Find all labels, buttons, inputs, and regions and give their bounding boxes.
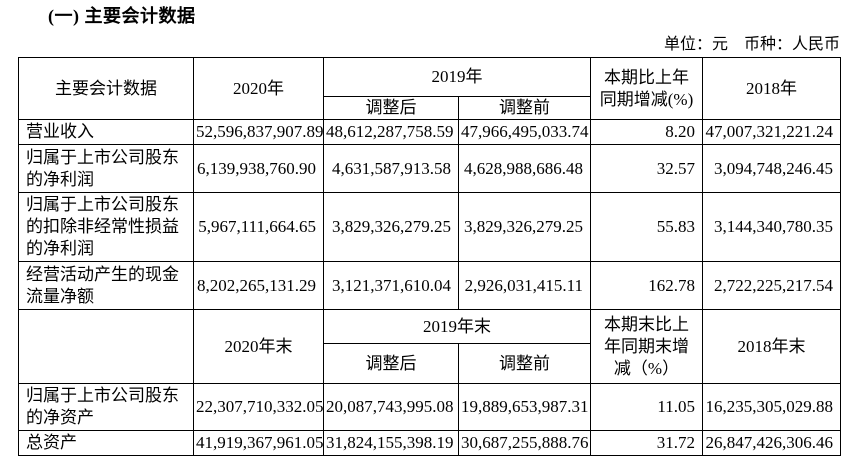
cell-2019-adjusted-value: 4,631,587,913.58 xyxy=(323,144,459,193)
cell-2019-before-value: 2,926,031,415.11 xyxy=(458,261,591,310)
row-label: 归属于上市公司股东的净利润 xyxy=(18,144,194,193)
cell-2020-value: 5,967,111,664.65 xyxy=(193,192,324,262)
cell-change-value: 11.05 xyxy=(590,383,703,431)
cell-2018-value: 47,007,321,221.24 xyxy=(702,119,841,145)
header-row-1: 主要会计数据 2020年 2019年 本期比上年 同期增减(%) 2018年 xyxy=(18,57,841,120)
row-label: 总资产 xyxy=(18,430,194,456)
header-change-end-line3: 减（%） xyxy=(613,358,680,378)
cell-2019-adjusted-value: 3,829,326,279.25 xyxy=(323,192,459,262)
header-change-period: 本期比上年 同期增减(%) xyxy=(590,57,703,120)
cell-2018-value: 3,094,748,246.45 xyxy=(702,144,841,193)
cell-2020-value: 8,202,265,131.29 xyxy=(193,261,324,310)
cell-2019-before-value: 47,966,495,033.74 xyxy=(458,119,591,145)
header-change-line1: 本期比上年 xyxy=(604,67,689,87)
row-label: 经营活动产生的现金流量净额 xyxy=(18,261,194,310)
accounting-data-table: 主要会计数据 2020年 2019年 本期比上年 同期增减(%) 2018年 调… xyxy=(18,57,841,456)
cell-change-value: 55.83 xyxy=(590,192,703,262)
cell-2018-value: 3,144,340,780.35 xyxy=(702,192,841,262)
header-row-3: 2020年末 2019年末 本期末比上 年同期末增 减（%） 2018年末 xyxy=(18,309,841,384)
header-change-end-line1: 本期末比上 xyxy=(604,314,689,334)
table-row-revenue: 营业收入 52,596,837,907.89 48,612,287,758.59… xyxy=(18,119,841,145)
unit-note: 单位：元 币种：人民币 xyxy=(663,36,840,53)
cell-2019-before-value: 30,687,255,888.76 xyxy=(458,430,591,456)
header-2019-end: 2019年末 xyxy=(323,309,591,344)
cell-2019-before-value: 19,889,653,987.31 xyxy=(458,383,591,431)
cell-change-value: 32.57 xyxy=(590,144,703,193)
table-row-net-profit: 归属于上市公司股东的净利润 6,139,938,760.90 4,631,587… xyxy=(18,144,841,193)
header-2019: 2019年 xyxy=(323,57,591,97)
header-2019-end-before: 调整前 xyxy=(458,343,591,384)
cell-2019-adjusted-value: 3,121,371,610.04 xyxy=(323,261,459,310)
header-row-4: 调整后 调整前 xyxy=(19,343,841,384)
cell-2019-adjusted-value: 48,612,287,758.59 xyxy=(323,119,459,145)
header-2020: 2020年 xyxy=(193,57,324,120)
table-row-operating-cash-flow: 经营活动产生的现金流量净额 8,202,265,131.29 3,121,371… xyxy=(18,261,841,310)
cell-change-value: 162.78 xyxy=(590,261,703,310)
cell-change-value: 8.20 xyxy=(590,119,703,145)
header-change-end-line2: 年同期末增 xyxy=(604,336,689,356)
cell-2020-value: 52,596,837,907.89 xyxy=(193,119,324,145)
cell-2019-adjusted-value: 20,087,743,995.08 xyxy=(323,383,459,431)
header-change-period-end: 本期末比上 年同期末增 减（%） xyxy=(590,309,703,384)
table-row-total-assets: 总资产 41,919,367,961.05 31,824,155,398.19 … xyxy=(18,430,841,456)
row-label: 归属于上市公司股东的净资产 xyxy=(18,383,194,431)
cell-2018-value: 16,235,305,029.88 xyxy=(702,383,841,431)
header-row-2: 调整后 调整前 xyxy=(19,96,841,120)
header-2018: 2018年 xyxy=(702,57,841,120)
cell-2020-value: 6,139,938,760.90 xyxy=(193,144,324,193)
row-label: 营业收入 xyxy=(18,119,194,145)
cell-2018-value: 26,847,426,306.46 xyxy=(702,430,841,456)
header-2019-end-adjusted: 调整后 xyxy=(323,343,459,384)
cell-2019-before-value: 4,628,988,686.48 xyxy=(458,144,591,193)
cell-change-value: 31.72 xyxy=(590,430,703,456)
row-label: 归属于上市公司股东的扣除非经常性损益的净利润 xyxy=(18,192,194,262)
header-2019-adjusted: 调整后 xyxy=(323,96,459,120)
header-2018-end: 2018年末 xyxy=(702,309,841,384)
section-title: (一) 主要会计数据 xyxy=(48,6,196,26)
cell-2020-value: 41,919,367,961.05 xyxy=(193,430,324,456)
cell-2019-adjusted-value: 31,824,155,398.19 xyxy=(323,430,459,456)
cell-2019-before-value: 3,829,326,279.25 xyxy=(458,192,591,262)
table-row-net-profit-excl-nonrecurring: 归属于上市公司股东的扣除非经常性损益的净利润 5,967,111,664.65 … xyxy=(18,192,841,262)
header-change-line2: 同期增减(%) xyxy=(599,89,694,109)
header-2020-end: 2020年末 xyxy=(193,309,324,384)
header-2019-before: 调整前 xyxy=(458,96,591,120)
header-main-label: 主要会计数据 xyxy=(18,57,194,120)
cell-2020-value: 22,307,710,332.05 xyxy=(193,383,324,431)
cell-2018-value: 2,722,225,217.54 xyxy=(702,261,841,310)
header-empty-cell xyxy=(18,309,194,384)
table-row-net-assets: 归属于上市公司股东的净资产 22,307,710,332.05 20,087,7… xyxy=(18,383,841,431)
document-page: (一) 主要会计数据 单位：元 币种：人民币 主要会计数据 2020年 2019… xyxy=(0,5,859,472)
